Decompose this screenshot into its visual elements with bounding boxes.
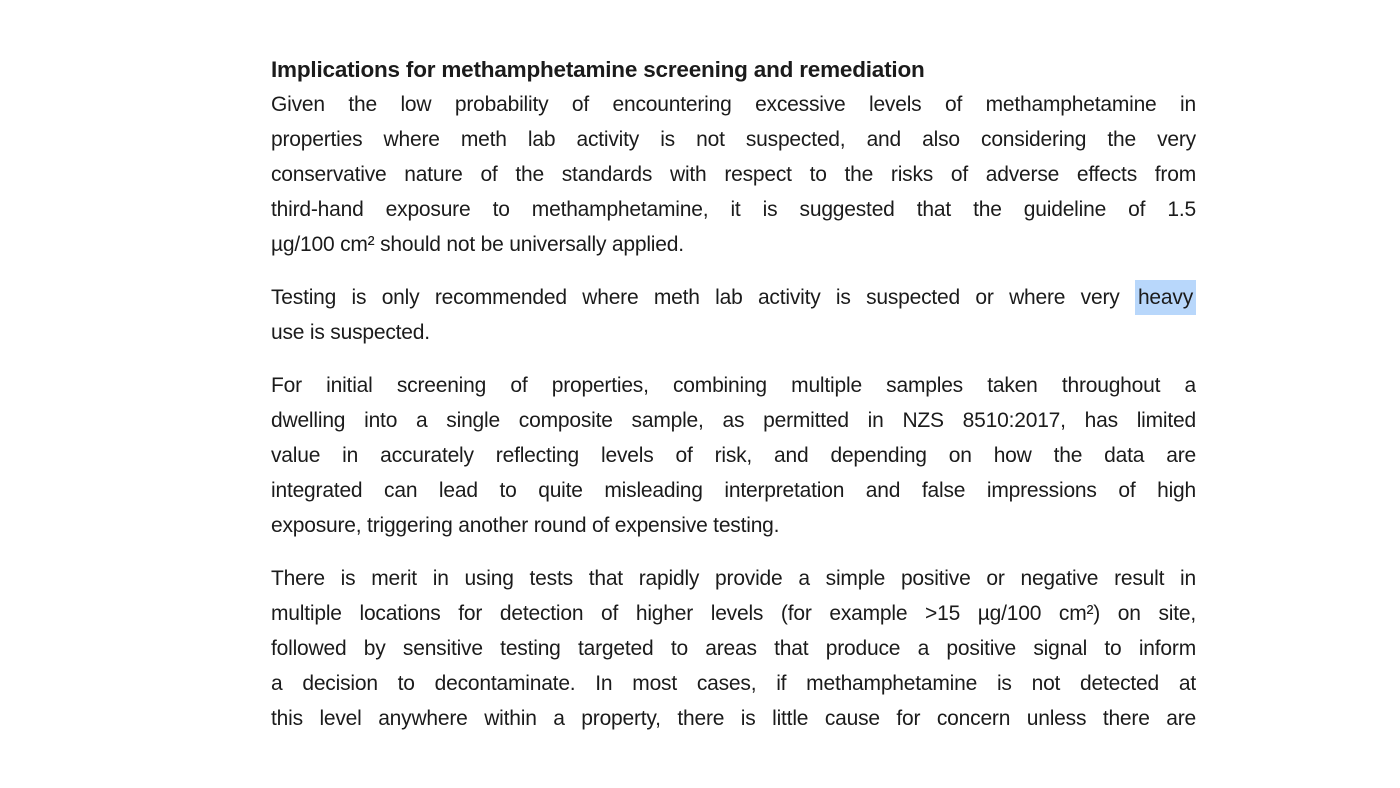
- bullet-item-rapid-tests: There is merit in using tests that rapid…: [271, 561, 1196, 730]
- paragraph-line: third-hand exposure to methamphetamine, …: [271, 198, 1196, 221]
- paragraph-line: Given the low probability of encounterin…: [271, 93, 1196, 116]
- text-segment: Testing is only recommended where meth l…: [271, 286, 1120, 309]
- bullet-item-testing: Testing is only recommended where meth l…: [271, 280, 1196, 350]
- paragraph-line: this level anywhere within a property, t…: [271, 707, 1196, 730]
- paragraph-line: followed by sensitive testing targeted t…: [271, 637, 1196, 660]
- paragraph-line: use is suspected.: [271, 321, 430, 344]
- bullet-item-screening: For initial screening of properties, com…: [271, 368, 1196, 543]
- section-heading: Implications for methamphetamine screeni…: [271, 57, 925, 82]
- paragraph-line: value in accurately reflecting levels of…: [271, 444, 1196, 467]
- paragraph-line: For initial screening of properties, com…: [271, 374, 1196, 397]
- paragraph-line: dwelling into a single composite sample,…: [271, 409, 1196, 432]
- highlighted-text: heavy: [1134, 280, 1196, 315]
- paragraph-line: a decision to decontaminate. In most cas…: [271, 672, 1196, 695]
- bullet-item-guideline: Given the low probability of encounterin…: [271, 87, 1196, 262]
- paragraph-line: exposure, triggering another round of ex…: [271, 514, 780, 537]
- paragraph-line: properties where meth lab activity is no…: [271, 128, 1196, 151]
- paragraph-line: µg/100 cm² should not be universally app…: [271, 233, 684, 256]
- bullet-list: Given the low probability of encounterin…: [271, 87, 1196, 730]
- paragraph-line: Testing is only recommended where meth l…: [271, 280, 1196, 315]
- paragraph-line: multiple locations for detection of high…: [271, 602, 1196, 625]
- document-content: Implications for methamphetamine screeni…: [271, 0, 1196, 730]
- paragraph-line: integrated can lead to quite misleading …: [271, 479, 1196, 502]
- paragraph-line: There is merit in using tests that rapid…: [271, 567, 1196, 590]
- paragraph-line: conservative nature of the standards wit…: [271, 163, 1196, 186]
